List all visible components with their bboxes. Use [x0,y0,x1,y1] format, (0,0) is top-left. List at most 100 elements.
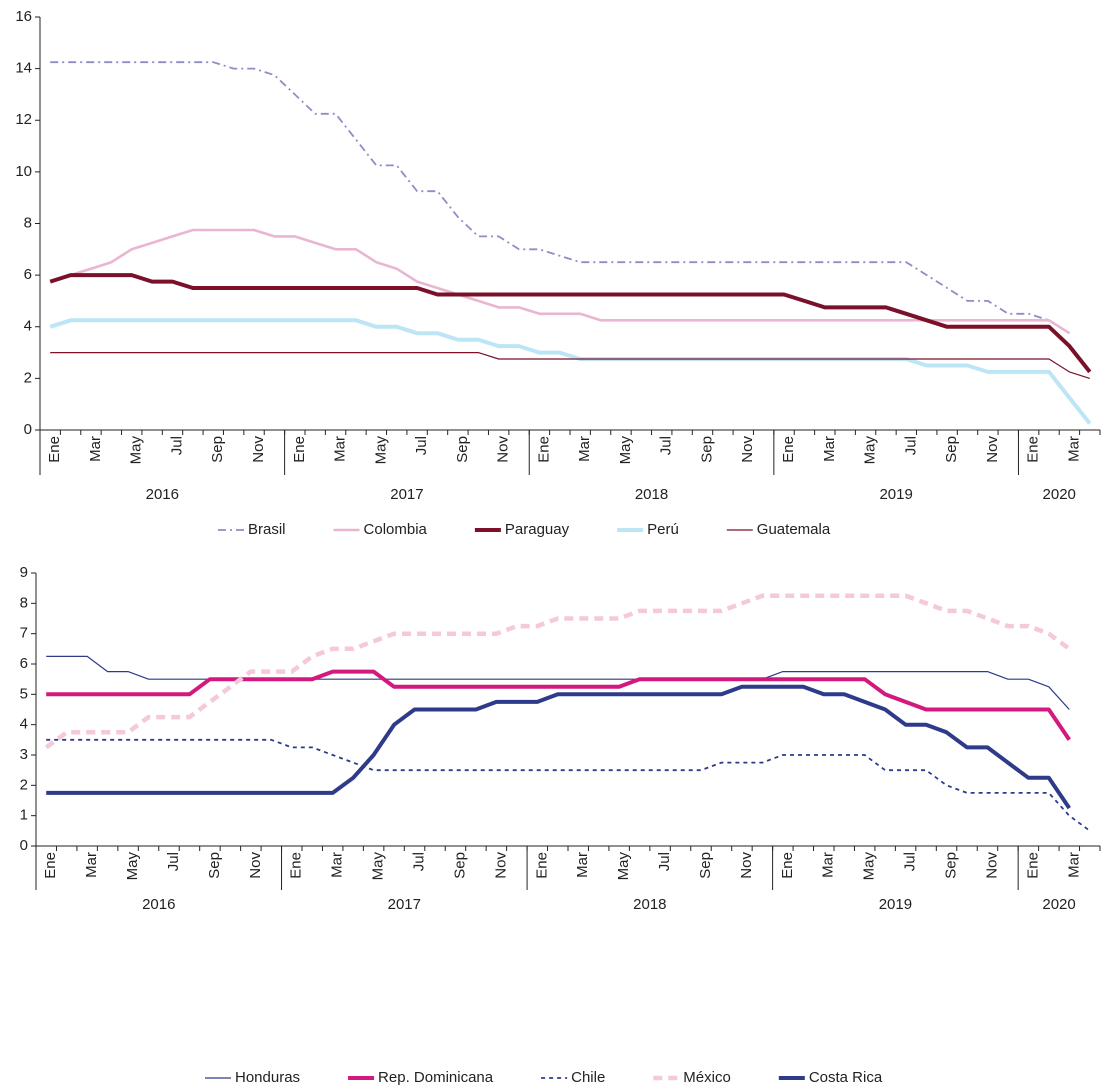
year-label: 2019 [879,486,912,503]
x-tick-label: Mar [821,436,838,462]
x-tick-label: Ene [780,436,797,463]
x-tick-label: Ene [779,852,796,879]
x-tick-label: Jul [413,436,430,455]
y-tick-label: 12 [15,111,32,128]
y-tick-label: 5 [20,685,28,702]
y-tick-label: 16 [15,8,32,25]
series-line [49,273,1092,374]
x-tick-label: Sep [451,852,468,879]
x-tick-label: May [372,436,389,465]
x-tick-label: May [128,436,145,465]
year-label: 2016 [142,896,175,913]
x-tick-label: Nov [492,852,509,879]
x-tick-label: May [615,852,632,881]
x-tick-label: Ene [535,436,552,463]
series-line [46,669,1071,741]
y-tick-label: 8 [20,594,28,611]
y-tick-label: 6 [24,266,32,283]
series-line [46,684,1071,810]
year-label: 2016 [146,486,179,503]
legend-label: México [683,1069,731,1086]
series-line [49,318,1092,425]
x-tick-label: Sep [698,436,715,463]
legend-label: Costa Rica [809,1069,883,1086]
year-label: 2018 [635,486,668,503]
x-tick-label: Mar [820,852,837,878]
x-tick-label: Jul [902,436,919,455]
x-tick-label: Nov [984,436,1001,463]
y-tick-label: 10 [15,163,32,180]
series-line [44,593,1071,750]
y-tick-label: 4 [20,716,28,733]
legend-label: Honduras [235,1069,300,1086]
series-line [46,655,1070,710]
x-tick-label: May [861,852,878,881]
x-tick-label: Mar [574,852,591,878]
x-tick-label: Jul [658,436,675,455]
x-tick-label: Sep [697,852,714,879]
legend-label: Perú [647,521,679,538]
y-tick-label: 2 [24,369,32,386]
year-label: 2017 [388,896,421,913]
legend-label: Brasil [248,521,286,538]
x-tick-label: Sep [209,436,226,463]
x-tick-label: May [370,852,387,881]
y-tick-label: 7 [20,625,28,642]
series-line [50,61,1070,334]
x-tick-label: Sep [943,852,960,879]
year-label: 2020 [1042,896,1075,913]
x-tick-label: Mar [329,852,346,878]
series-line [49,228,1071,335]
year-label: 2017 [390,486,423,503]
x-tick-label: Mar [1065,852,1082,878]
legend-label: Paraguay [505,521,570,538]
x-tick-label: May [862,436,879,465]
legend-label: Colombia [364,521,428,538]
x-tick-label: Mar [332,436,349,462]
legend-label: Guatemala [757,521,831,538]
x-tick-label: Mar [87,436,104,462]
x-tick-label: Nov [983,852,1000,879]
y-tick-label: 3 [20,746,28,763]
series-line [46,738,1091,832]
y-tick-label: 1 [20,807,28,824]
x-tick-label: Sep [943,436,960,463]
x-tick-label: May [124,852,141,881]
x-tick-label: Ene [288,852,305,879]
x-tick-label: Sep [454,436,471,463]
x-tick-label: Mar [83,852,100,878]
y-tick-label: 14 [15,60,32,77]
y-tick-label: 0 [24,421,32,438]
x-tick-label: Nov [495,436,512,463]
legend-label: Rep. Dominicana [378,1069,494,1086]
x-tick-label: Mar [1065,436,1082,462]
x-tick-label: May [617,436,634,465]
x-tick-label: Jul [656,852,673,871]
y-tick-label: 9 [20,564,28,581]
x-tick-label: Nov [738,852,755,879]
x-tick-label: Nov [247,852,264,879]
series-line [50,352,1090,379]
y-tick-label: 0 [20,837,28,854]
x-tick-label: Ene [1025,436,1042,463]
year-label: 2019 [879,896,912,913]
x-tick-label: Jul [411,852,428,871]
y-tick-label: 4 [24,318,32,335]
y-tick-label: 6 [20,655,28,672]
y-tick-label: 2 [20,776,28,793]
x-tick-label: Ene [533,852,550,879]
x-tick-label: Nov [250,436,267,463]
x-tick-label: Jul [165,852,182,871]
year-label: 2018 [633,896,666,913]
x-tick-label: Ene [1024,852,1041,879]
x-tick-label: Nov [739,436,756,463]
y-tick-label: 8 [24,214,32,231]
x-tick-label: Jul [168,436,185,455]
year-label: 2020 [1043,486,1076,503]
legend-label: Chile [571,1069,605,1086]
x-tick-label: Ene [46,436,63,463]
x-tick-label: Ene [42,852,59,879]
x-tick-label: Jul [902,852,919,871]
